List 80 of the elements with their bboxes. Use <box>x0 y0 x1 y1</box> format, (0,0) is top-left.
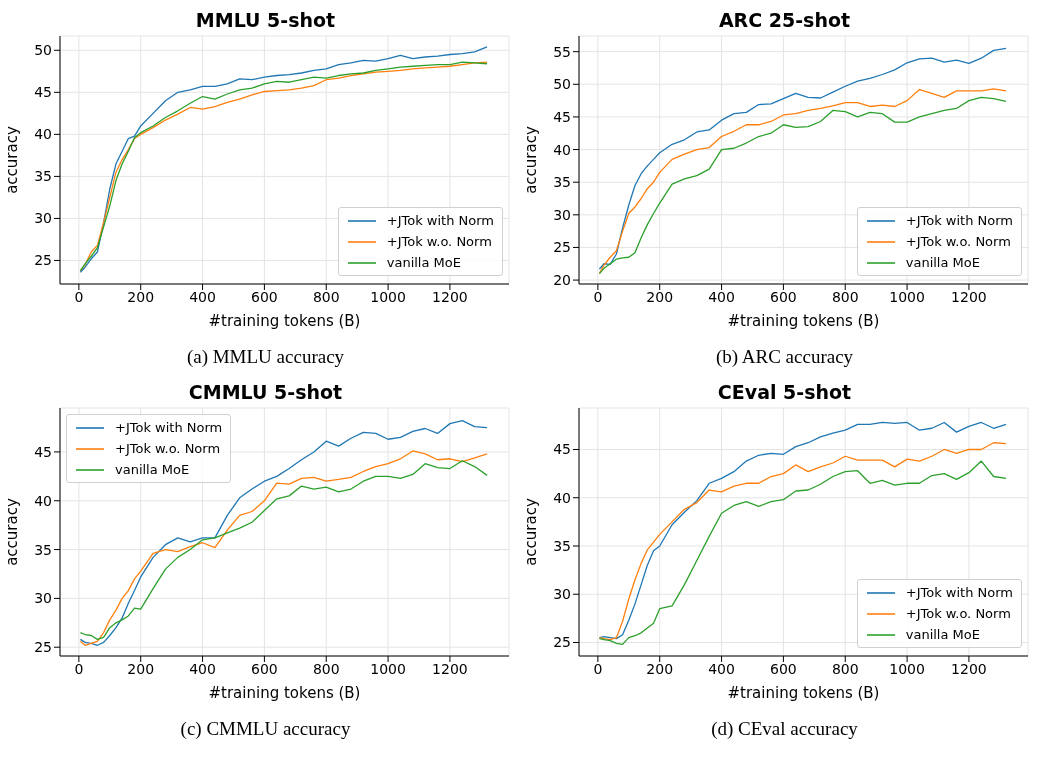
legend-label: +JTok with Norm <box>905 585 1013 600</box>
x-axis-title: #training tokens (B) <box>727 684 880 702</box>
x-tick-label: 0 <box>74 288 84 305</box>
text: (c) CMMLU accuracy <box>179 718 352 741</box>
legend-label: vanilla MoE <box>386 255 461 270</box>
y-tick-label: 30 <box>553 586 571 603</box>
y-axis-title: accuracy <box>522 126 541 194</box>
x-tick-label: 0 <box>593 288 603 305</box>
x-tick-label: 400 <box>189 660 216 677</box>
x-tick-label: 0 <box>74 660 84 677</box>
x-tick-label: 400 <box>708 660 735 677</box>
legend-label: +JTok w.o. Norm <box>115 441 221 456</box>
legend-label: vanilla MoE <box>905 627 980 642</box>
x-axis-title: #training tokens (B) <box>208 684 361 702</box>
x-tick-label: 600 <box>251 660 278 677</box>
x-axis-title: #training tokens (B) <box>727 312 880 330</box>
y-tick-label: 55 <box>553 43 571 60</box>
text: (d) CEval accuracy <box>710 718 859 741</box>
x-tick-label: 600 <box>251 288 278 305</box>
x-tick-label: 200 <box>646 660 674 677</box>
x-tick-label: 1000 <box>889 660 925 677</box>
chart-title: CMMLU 5-shot <box>187 380 344 404</box>
x-tick-label: 600 <box>770 288 797 305</box>
legend-label: +JTok with Norm <box>386 213 494 228</box>
x-tick-label: 1000 <box>370 660 406 677</box>
x-tick-label: 600 <box>770 660 797 677</box>
y-tick-label: 40 <box>553 141 571 158</box>
legend-label: +JTok with Norm <box>905 213 1013 228</box>
y-tick-label: 25 <box>34 252 52 269</box>
x-tick-label: 1000 <box>370 288 406 305</box>
y-tick-label: 25 <box>553 634 571 651</box>
x-tick-label: 1200 <box>951 660 987 677</box>
legend-label: +JTok with Norm <box>115 420 223 435</box>
y-axis-title: accuracy <box>3 126 22 194</box>
y-tick-label: 40 <box>34 492 52 509</box>
y-tick-label: 50 <box>553 76 571 93</box>
chart-title: ARC 25-shot <box>717 8 852 32</box>
chart-title: MMLU 5-shot <box>194 8 337 32</box>
y-tick-label: 45 <box>553 441 571 458</box>
x-tick-label: 200 <box>127 660 155 677</box>
y-tick-label: 20 <box>553 272 571 289</box>
x-tick-label: 800 <box>831 288 859 305</box>
y-tick-label: 30 <box>553 206 571 223</box>
y-tick-label: 45 <box>553 108 571 125</box>
x-tick-label: 800 <box>831 660 859 677</box>
y-tick-label: 40 <box>34 126 52 143</box>
x-tick-label: 800 <box>312 660 340 677</box>
x-tick-label: 800 <box>312 288 340 305</box>
y-tick-label: 45 <box>34 84 52 101</box>
y-tick-label: 35 <box>34 168 52 185</box>
chart-title: CEval 5-shot <box>716 380 853 404</box>
legend-label: vanilla MoE <box>905 255 980 270</box>
y-axis-title: accuracy <box>522 498 541 566</box>
y-axis-title: accuracy <box>3 498 22 566</box>
y-tick-label: 30 <box>34 210 52 227</box>
x-axis-title: #training tokens (B) <box>208 312 361 330</box>
x-tick-label: 1200 <box>432 288 468 305</box>
x-tick-label: 200 <box>127 288 155 305</box>
x-tick-label: 1200 <box>432 660 468 677</box>
y-tick-label: 35 <box>553 537 571 554</box>
x-tick-label: 400 <box>708 288 735 305</box>
y-tick-label: 30 <box>34 590 52 607</box>
text: (b) ARC accuracy <box>714 346 855 369</box>
legend-label: +JTok w.o. Norm <box>386 234 492 249</box>
x-tick-label: 400 <box>189 288 216 305</box>
y-tick-label: 25 <box>34 639 52 656</box>
y-tick-label: 35 <box>34 541 52 558</box>
y-tick-label: 50 <box>34 42 52 59</box>
y-tick-label: 45 <box>34 443 52 460</box>
x-tick-label: 0 <box>593 660 603 677</box>
text: (a) MMLU accuracy <box>185 346 346 369</box>
legend-label: +JTok w.o. Norm <box>905 234 1011 249</box>
legend-label: vanilla MoE <box>115 462 190 477</box>
x-tick-label: 1000 <box>889 288 925 305</box>
x-tick-label: 1200 <box>951 288 987 305</box>
x-tick-label: 200 <box>646 288 674 305</box>
y-tick-label: 25 <box>553 239 571 256</box>
y-tick-label: 35 <box>553 174 571 191</box>
y-tick-label: 40 <box>553 489 571 506</box>
legend-label: +JTok w.o. Norm <box>905 606 1011 621</box>
